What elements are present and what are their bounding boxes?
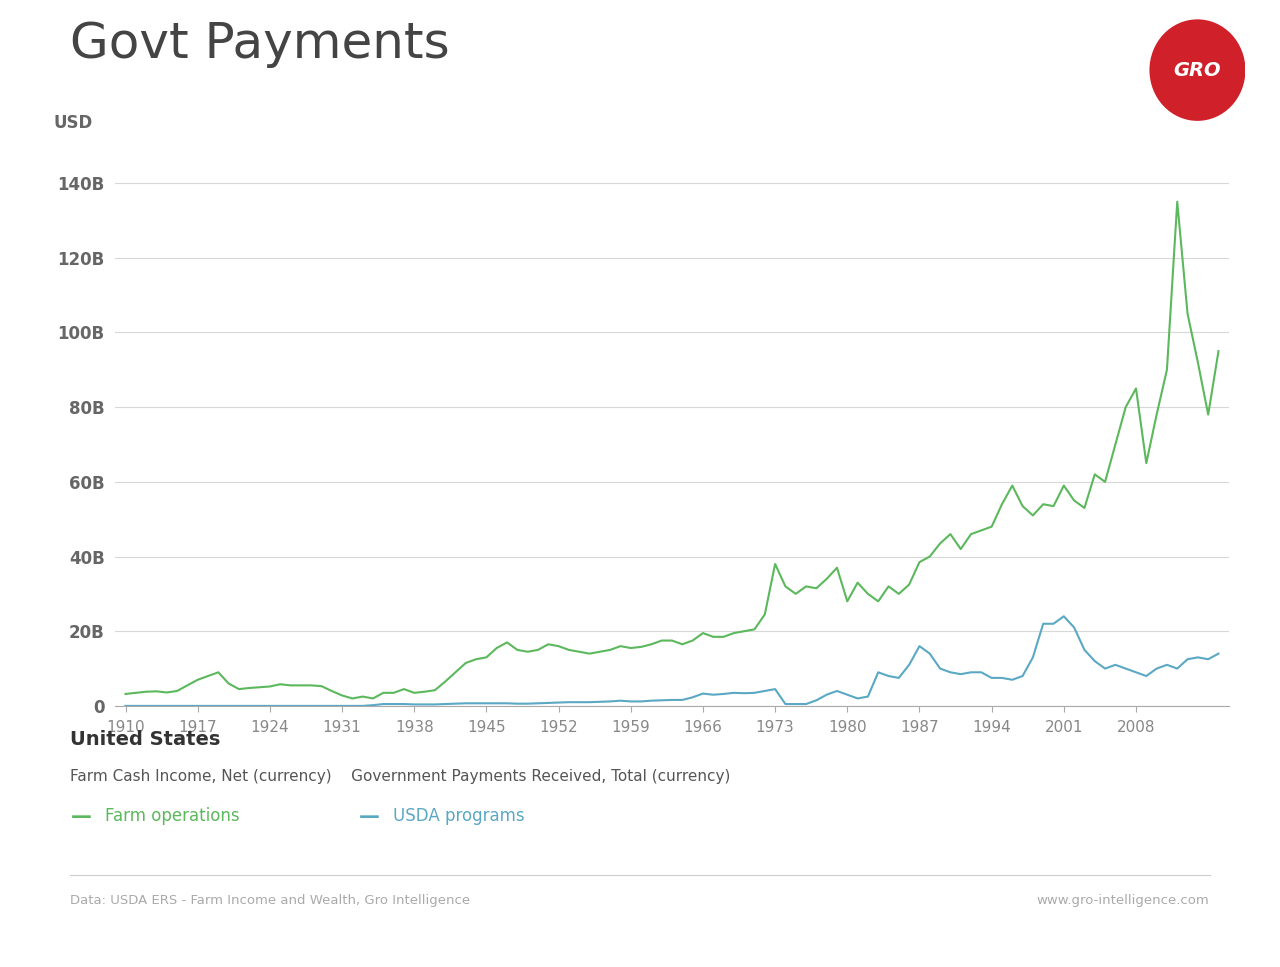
Text: Data: USDA ERS - Farm Income and Wealth, Gro Intelligence: Data: USDA ERS - Farm Income and Wealth,… bbox=[70, 894, 471, 907]
Text: Farm operations: Farm operations bbox=[105, 807, 239, 826]
Text: USDA programs: USDA programs bbox=[393, 807, 525, 826]
Text: Farm Cash Income, Net (currency)    Government Payments Received, Total (currenc: Farm Cash Income, Net (currency) Governm… bbox=[70, 769, 731, 784]
Text: USD: USD bbox=[54, 114, 93, 132]
Text: —: — bbox=[70, 807, 91, 828]
Text: United States: United States bbox=[70, 730, 220, 749]
Text: GRO: GRO bbox=[1174, 61, 1221, 79]
Text: www.gro-intelligence.com: www.gro-intelligence.com bbox=[1037, 894, 1210, 907]
Ellipse shape bbox=[1149, 19, 1245, 121]
Text: Govt Payments: Govt Payments bbox=[70, 19, 451, 68]
Text: —: — bbox=[358, 807, 379, 828]
